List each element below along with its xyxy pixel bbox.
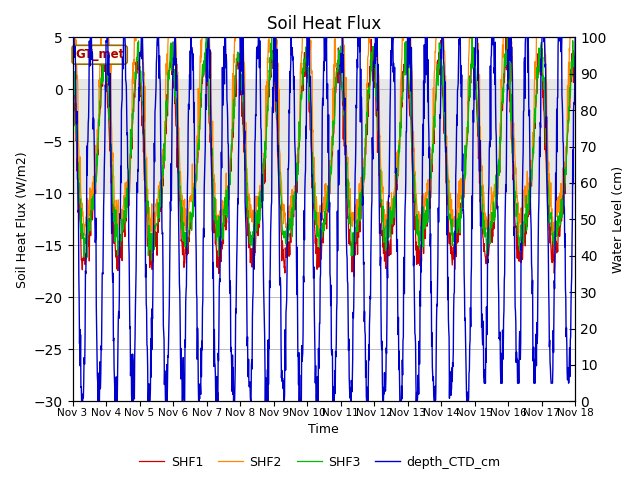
SHF1 (168, 67, 176, 72)
depth_CTD_cm (512, 320, 520, 325)
depth_CTD_cm (402, 179, 410, 184)
SHF3 (513, 214, 520, 219)
SHF3 (168, 39, 176, 45)
SHF1 (402, 67, 410, 72)
SHF1 (502, 35, 510, 40)
depth_CTD_cm (237, 68, 244, 74)
SHF2 (415, 241, 422, 247)
Line: SHF2: SHF2 (72, 37, 575, 244)
SHF2 (68, 35, 76, 40)
Line: SHF1: SHF1 (72, 37, 575, 276)
depth_CTD_cm (68, 35, 76, 40)
SHF2 (180, 207, 188, 213)
Y-axis label: Soil Heat Flux (W/m2): Soil Heat Flux (W/m2) (15, 151, 28, 288)
SHF1 (572, 78, 579, 84)
SHF2 (237, 35, 244, 40)
SHF1 (237, 72, 244, 77)
depth_CTD_cm (168, 93, 176, 98)
Line: SHF3: SHF3 (72, 37, 575, 260)
SHF2 (468, 35, 476, 40)
depth_CTD_cm (78, 398, 86, 404)
SHF2 (512, 165, 520, 170)
SHF3 (468, 65, 476, 71)
Legend: SHF1, SHF2, SHF3, depth_CTD_cm: SHF1, SHF2, SHF3, depth_CTD_cm (134, 451, 506, 474)
depth_CTD_cm (181, 398, 189, 404)
SHF1 (513, 224, 520, 230)
Text: GT_met: GT_met (75, 48, 124, 61)
Line: depth_CTD_cm: depth_CTD_cm (72, 37, 575, 401)
SHF3 (202, 35, 210, 40)
SHF2 (401, 35, 409, 40)
SHF3 (237, 72, 245, 78)
SHF1 (68, 64, 76, 70)
SHF1 (468, 57, 476, 63)
depth_CTD_cm (572, 35, 579, 40)
X-axis label: Time: Time (308, 423, 339, 436)
Y-axis label: Water Level (cm): Water Level (cm) (612, 166, 625, 273)
SHF2 (572, 35, 579, 40)
SHF3 (148, 257, 156, 263)
SHF3 (68, 57, 76, 62)
depth_CTD_cm (468, 263, 476, 268)
SHF3 (181, 242, 189, 248)
SHF2 (168, 35, 176, 40)
SHF3 (572, 50, 579, 56)
SHF1 (180, 259, 188, 264)
Bar (72, 79, 575, 193)
SHF1 (350, 274, 358, 279)
Title: Soil Heat Flux: Soil Heat Flux (267, 15, 381, 33)
SHF3 (403, 38, 410, 44)
